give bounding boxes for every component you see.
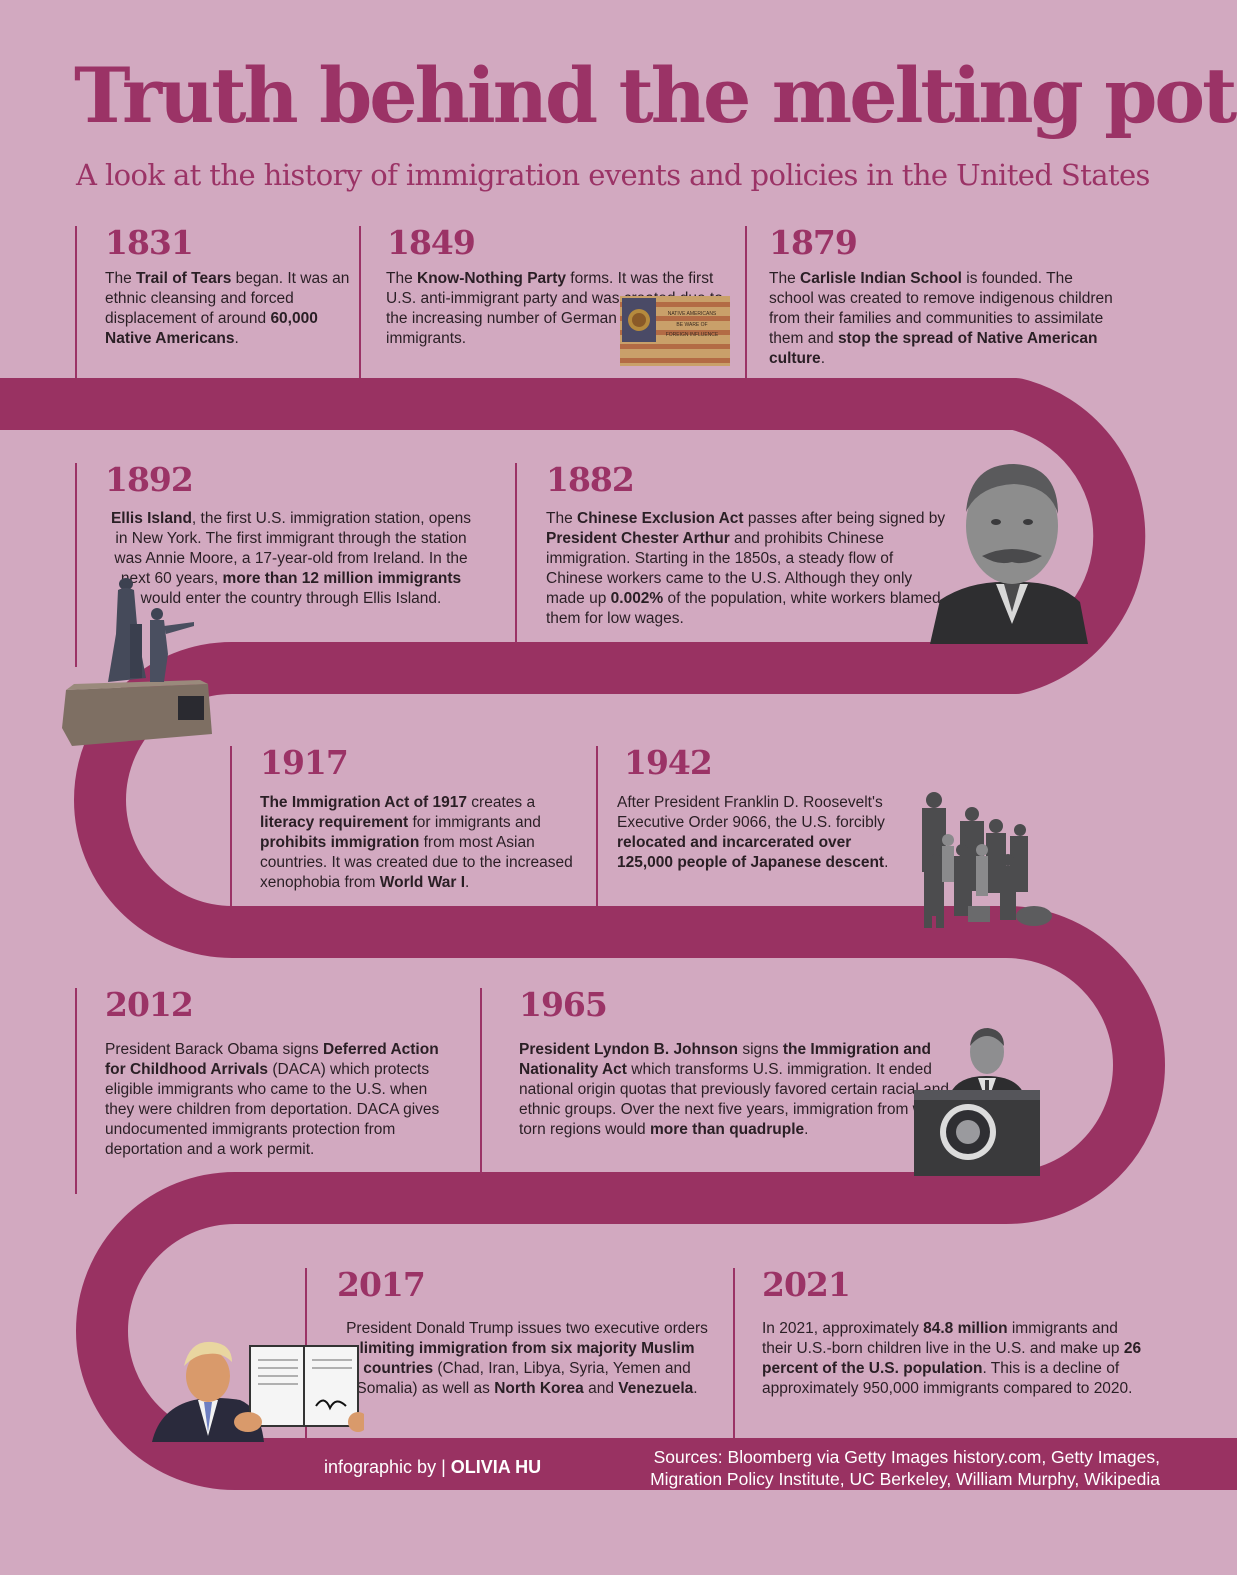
- emphasis-text: Venezuela: [618, 1380, 694, 1397]
- event-description: The Trail of Tears began. It was an ethn…: [105, 270, 350, 347]
- emphasis-text: Trail of Tears: [136, 270, 232, 287]
- emphasis-text: stop the spread of Native American cultu…: [769, 330, 1098, 367]
- emphasis-text: World War I: [379, 874, 466, 891]
- page-title: Truth behind the melting pot: [74, 51, 1237, 140]
- event-2017: 2017 President Donald Trump issues two e…: [305, 1268, 725, 1438]
- event-year: 1849: [387, 223, 476, 262]
- emphasis-text: Chinese Exclusion Act: [577, 510, 744, 527]
- event-1917: 1917 The Immigration Act of 1917 creates…: [230, 743, 573, 906]
- emphasis-text: more than quadruple: [649, 1121, 805, 1138]
- event-year: 2021: [762, 1265, 851, 1304]
- emphasis-text: Ellis Island: [110, 510, 192, 527]
- emphasis-text: relocated and incarcerated over 125,000 …: [617, 834, 885, 871]
- event-year: 1965: [519, 985, 608, 1024]
- event-year: 1942: [624, 743, 713, 782]
- event-description: President Donald Trump issues two execut…: [346, 1320, 708, 1397]
- event-1965: 1965 President Lyndon B. Johnson signs t…: [480, 988, 960, 1174]
- event-1942: 1942 After President Franklin D. Rooseve…: [596, 746, 896, 906]
- annie-moore-statue-image: [62, 578, 212, 746]
- flag-text-line3: FOREIGN INFLUENCE: [666, 332, 719, 338]
- event-year: 1892: [105, 460, 194, 499]
- event-description: After President Franklin D. Roosevelt's …: [617, 794, 889, 871]
- event-description: President Lyndon B. Johnson signs the Im…: [519, 1041, 949, 1138]
- timeline-divider: [596, 746, 598, 906]
- emphasis-text: prohibits immigration: [260, 834, 420, 851]
- event-description: The Immigration Act of 1917 creates a li…: [260, 794, 573, 891]
- event-year: 2017: [337, 1265, 426, 1304]
- flag-text-line2: BE WARE OF: [676, 322, 707, 328]
- timeline-divider: [480, 988, 482, 1174]
- event-1831: 1831 The Trail of Tears began. It was an…: [75, 226, 355, 378]
- emphasis-text: limiting immigration from six majority M…: [359, 1340, 695, 1377]
- event-description: Ellis Island, the first U.S. immigration…: [110, 510, 472, 607]
- emphasis-text: 60,000 Native Americans: [105, 310, 318, 347]
- infographic-credit: infographic by | OLIVIA HU: [324, 1457, 541, 1478]
- timeline-divider: [745, 226, 747, 378]
- event-year: 1879: [769, 223, 858, 262]
- timeline-divider: [733, 1268, 735, 1438]
- emphasis-text: The Immigration Act of 1917: [260, 794, 467, 811]
- event-year: 1831: [105, 223, 194, 262]
- event-2012: 2012 President Barack Obama signs Deferr…: [75, 988, 475, 1194]
- timeline-divider: [75, 463, 77, 667]
- timeline-divider: [230, 746, 232, 906]
- timeline-divider: [75, 226, 77, 378]
- emphasis-text: North Korea: [494, 1380, 584, 1397]
- timeline-divider: [359, 226, 361, 378]
- event-year: 1882: [546, 460, 635, 499]
- emphasis-text: President Lyndon B. Johnson: [519, 1041, 739, 1058]
- event-description: The Chinese Exclusion Act passes after b…: [546, 510, 946, 627]
- sources-text: Sources: Bloomberg via Getty Images hist…: [650, 1447, 1160, 1489]
- timeline-divider: [515, 463, 517, 643]
- event-description: The Know-Nothing Party forms. It was the…: [386, 270, 723, 347]
- emphasis-text: 0.002%: [610, 590, 664, 607]
- timeline-divider: [75, 988, 77, 1194]
- emphasis-text: Deferred Action for Childhood Arrivals: [105, 1041, 439, 1078]
- flag-text-line1: NATIVE AMERICANS: [668, 311, 717, 317]
- emphasis-text: literacy requirement: [260, 814, 409, 831]
- emphasis-text: President Chester Arthur: [546, 530, 730, 547]
- emphasis-text: 84.8 million: [923, 1320, 1008, 1337]
- credit-author: OLIVIA HU: [450, 1457, 542, 1477]
- japanese-family-photo: [922, 792, 1052, 928]
- event-1882: 1882 The Chinese Exclusion Act passes af…: [515, 460, 945, 643]
- know-nothing-flag-image: NATIVE AMERICANS BE WARE OF FOREIGN INFL…: [620, 296, 730, 366]
- emphasis-text: Know-Nothing Party: [417, 270, 566, 287]
- event-1879: 1879 The Carlisle Indian School is found…: [745, 226, 1145, 378]
- event-year: 2012: [105, 985, 194, 1024]
- event-1892: 1892 Ellis Island, the first U.S. immigr…: [75, 463, 485, 667]
- emphasis-text: 26 percent of the U.S. population: [762, 1340, 1142, 1377]
- emphasis-text: the Immigration and Nationality Act: [519, 1041, 931, 1078]
- page-subtitle: A look at the history of immigration eve…: [76, 158, 1150, 192]
- credit-prefix: infographic by |: [324, 1457, 451, 1477]
- event-year: 1917: [260, 743, 349, 782]
- lbj-podium-photo: [914, 1028, 1040, 1176]
- event-description: The Carlisle Indian School is founded. T…: [769, 270, 1113, 367]
- emphasis-text: Carlisle Indian School: [800, 270, 962, 287]
- trump-signing-photo: [152, 1341, 364, 1442]
- event-2021: 2021 In 2021, approximately 84.8 million…: [733, 1268, 1153, 1438]
- event-description: In 2021, approximately 84.8 million immi…: [762, 1320, 1142, 1397]
- event-description: President Barack Obama signs Deferred Ac…: [105, 1041, 440, 1158]
- emphasis-text: more than 12 million immigrants: [222, 570, 462, 587]
- event-1849: 1849 The Know-Nothing Party forms. It wa…: [359, 226, 739, 378]
- chester-arthur-portrait: [930, 464, 1088, 644]
